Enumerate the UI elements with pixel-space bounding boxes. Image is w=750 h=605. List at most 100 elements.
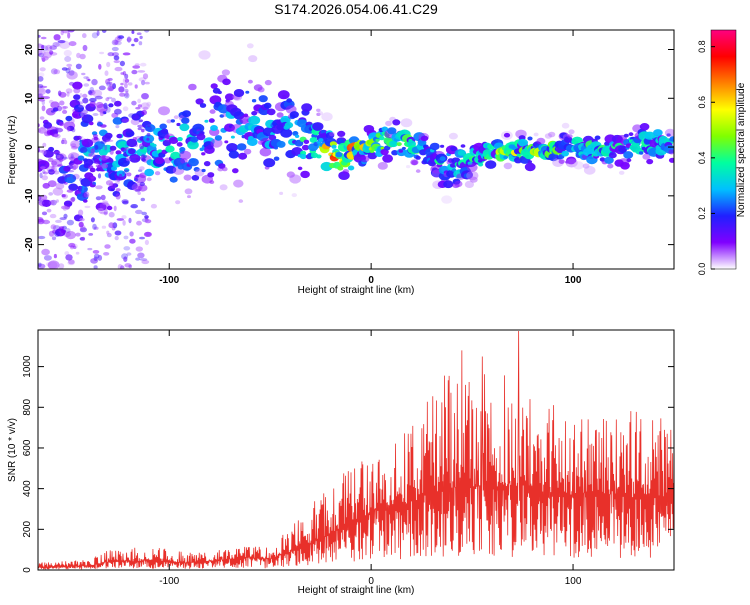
spectrogram-cell bbox=[280, 115, 291, 124]
spectrogram-noise-cell bbox=[126, 252, 132, 256]
spectrogram-noise-cell bbox=[70, 143, 77, 148]
spectrogram-cell bbox=[150, 203, 157, 209]
spectrogram-noise-cell bbox=[134, 143, 138, 148]
spectrogram-noise-cell bbox=[62, 30, 70, 34]
spectrogram-noise-cell bbox=[55, 199, 59, 203]
spectrogram-noise-cell bbox=[120, 147, 125, 152]
spectrogram-noise-cell bbox=[71, 128, 76, 133]
spectrogram-noise-cell bbox=[92, 223, 97, 230]
spectrogram-cell bbox=[183, 174, 192, 181]
spectrogram-noise-cell bbox=[81, 72, 86, 76]
spectrogram-noise-cell bbox=[99, 111, 104, 117]
spectrogram-cell bbox=[55, 182, 65, 190]
spectrogram-cell bbox=[280, 128, 293, 138]
spectrogram-cell bbox=[291, 147, 303, 156]
spectrogram-cell bbox=[548, 131, 556, 138]
spectrogram-cell bbox=[224, 93, 235, 101]
spectrogram-noise-cell bbox=[104, 70, 109, 76]
spectrogram-cell bbox=[303, 139, 310, 144]
spectrogram-noise-cell bbox=[38, 52, 44, 58]
spectrogram-noise-cell bbox=[135, 257, 141, 261]
spectrogram-noise-cell bbox=[68, 242, 76, 248]
spectrogram-noise-cell bbox=[116, 218, 125, 221]
spectrogram-cell bbox=[121, 215, 127, 220]
spectrogram-noise-cell bbox=[140, 197, 145, 202]
spectrogram-cell bbox=[196, 133, 206, 141]
spectrogram-noise-cell bbox=[82, 192, 87, 198]
spectrogram-noise-cell bbox=[83, 83, 90, 87]
spectrogram-cell bbox=[76, 135, 82, 140]
spectrogram-noise-cell bbox=[38, 84, 44, 89]
spectrogram-cell bbox=[55, 42, 62, 48]
spectrogram-noise-cell bbox=[50, 199, 57, 206]
spectrogram-noise-cell bbox=[111, 46, 119, 52]
spectrogram-cell bbox=[210, 125, 218, 131]
spectrogram-cell bbox=[516, 152, 522, 157]
spectrogram-cell bbox=[604, 156, 614, 164]
spectrogram-noise-cell bbox=[60, 229, 67, 234]
spectrogram-cell bbox=[400, 118, 413, 128]
spectrogram-noise-cell bbox=[139, 258, 148, 261]
spectrogram-cell bbox=[448, 132, 458, 140]
spectrogram-cell bbox=[175, 200, 181, 205]
spectrogram-noise-cell bbox=[144, 239, 149, 246]
spectrogram-noise-cell bbox=[42, 182, 50, 189]
spectrogram-cell bbox=[77, 155, 85, 161]
spectrogram-cell bbox=[316, 154, 322, 159]
spectrogram-noise-cell bbox=[107, 52, 115, 57]
spectrogram-noise-cell bbox=[90, 176, 95, 179]
spectrogram-noise-cell bbox=[53, 151, 61, 155]
spectrogram-noise-cell bbox=[114, 230, 122, 236]
spectrogram-noise-cell bbox=[105, 97, 110, 102]
spectrogram-noise-cell bbox=[75, 232, 81, 237]
spectrogram-noise-cell bbox=[63, 182, 68, 185]
spectrogram-noise-cell bbox=[79, 177, 83, 182]
spectrogram-noise-cell bbox=[62, 173, 68, 180]
spectrogram-noise-cell bbox=[38, 76, 44, 82]
spectrogram-cell bbox=[279, 191, 284, 195]
colorbar-tick-label: 0.0 bbox=[697, 263, 707, 276]
spectrogram-cell bbox=[72, 81, 83, 90]
spectrogram-noise-cell bbox=[66, 91, 70, 97]
snr-panel: -100 0 100 0 200 400 600 800 1000 Height of str… bbox=[7, 329, 675, 596]
spectrogram-noise-cell bbox=[72, 108, 79, 113]
spectrogram-noise-cell bbox=[125, 157, 131, 162]
spectrogram-noise-cell bbox=[66, 189, 74, 193]
spectrogram-cell bbox=[300, 170, 310, 179]
spectrogram-noise-cell bbox=[103, 252, 110, 256]
spectrogram-x-axis-label: Height of straight line (km) bbox=[298, 285, 415, 296]
spectrogram-cell bbox=[466, 163, 478, 172]
spectrogram-noise-cell bbox=[45, 89, 51, 94]
spectrogram-cell bbox=[232, 168, 239, 174]
spectrogram-noise-cell bbox=[122, 78, 126, 84]
spectrogram-noise-cell bbox=[106, 81, 111, 87]
spectrogram-cell bbox=[221, 69, 230, 76]
spectrogram-noise-cell bbox=[72, 173, 80, 180]
spectrogram-noise-cell bbox=[39, 116, 45, 120]
spectrogram-noise-cell bbox=[136, 32, 142, 35]
spectrogram-cell bbox=[266, 108, 276, 116]
spectrogram-cell bbox=[628, 132, 634, 137]
spectrogram-cell bbox=[109, 145, 117, 151]
snr-y-ticks: 0 200 400 600 800 1000 bbox=[22, 355, 674, 573]
spectrogram-noise-cell bbox=[131, 100, 137, 106]
spectrogram-noise-cell bbox=[48, 192, 54, 196]
snr-y-axis-label: SNR (10 * v/v) bbox=[7, 418, 18, 482]
spectrogram-noise-cell bbox=[88, 233, 94, 236]
spectrogram-noise-cell bbox=[141, 211, 147, 216]
spectrogram-cell bbox=[618, 170, 625, 175]
spectrogram-noise-cell bbox=[55, 219, 62, 223]
spectrogram-noise-cell bbox=[38, 98, 46, 102]
spectrogram-x-ticks: -100 0 100 bbox=[159, 30, 582, 286]
spectrogram-noise-cell bbox=[137, 104, 142, 108]
spectrogram-noise-cell bbox=[100, 140, 107, 144]
spectrogram-cell bbox=[64, 173, 77, 184]
spectrogram-cell bbox=[209, 109, 216, 114]
spectrogram-y-tick-label: 20 bbox=[24, 44, 35, 56]
spectrogram-noise-cell bbox=[38, 262, 42, 267]
spectrogram-cell bbox=[52, 281, 58, 286]
spectrogram-noise-cell bbox=[105, 106, 111, 113]
spectrogram-cell bbox=[245, 90, 250, 94]
spectrogram-noise-cell bbox=[41, 44, 45, 50]
